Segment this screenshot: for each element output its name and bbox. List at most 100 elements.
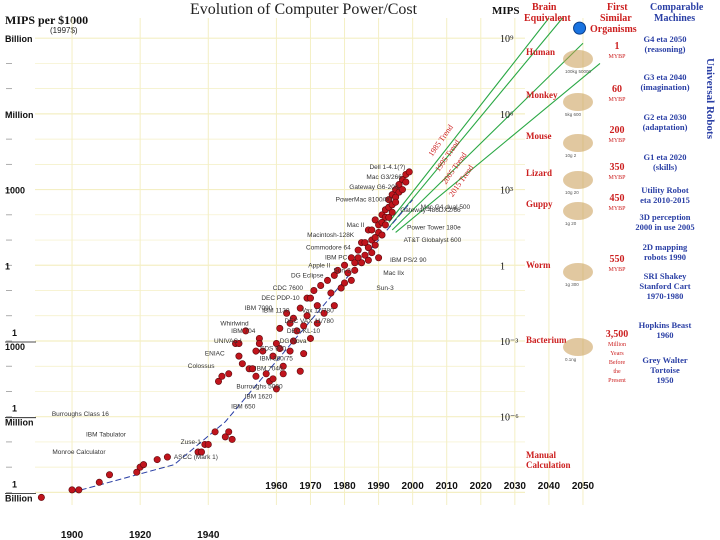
x-tick-label: 2020 bbox=[470, 481, 493, 492]
comparable-machine-line: (adaptation) bbox=[643, 122, 688, 132]
data-point bbox=[225, 370, 233, 378]
mips-scale-ticks: 10⁹ 10⁶ 10³ 1 10⁻³ 10⁻⁶ bbox=[500, 34, 519, 423]
y-tick-label: 1000 bbox=[5, 186, 25, 196]
y-tick-labels: Billion Million 1000 1 1 1000 1 Million 1 Billion bbox=[5, 34, 36, 503]
data-point bbox=[276, 345, 284, 353]
organism-mybp: MYBP bbox=[608, 54, 626, 60]
data-point bbox=[289, 314, 297, 322]
data-point bbox=[293, 327, 301, 335]
machine-label: DEC-KL-10 bbox=[287, 328, 321, 335]
mips-scale-tick: 10³ bbox=[500, 186, 513, 197]
comparable-machines-column: G4 eta 2050(reasoning) G3 eta 2040(imagin… bbox=[635, 34, 694, 385]
comparable-machine-line: Tortoise bbox=[650, 365, 680, 375]
trend-line bbox=[391, 42, 584, 231]
organism-mybp: MYBP bbox=[608, 97, 626, 103]
data-point bbox=[334, 266, 342, 274]
organism-mybp: MYBP bbox=[608, 206, 626, 212]
machine-label: Power Tower 180e bbox=[407, 224, 461, 231]
data-point bbox=[296, 304, 304, 312]
organism-name: Manual bbox=[526, 450, 557, 460]
data-point bbox=[368, 226, 376, 234]
comparable-machines-line2: Machines bbox=[654, 13, 695, 24]
data-point bbox=[255, 340, 263, 348]
machine-label: Mac II bbox=[347, 222, 365, 229]
organism-name: Bacterium bbox=[526, 335, 567, 345]
data-point bbox=[252, 372, 260, 380]
machine-label: IBM 360/75 bbox=[260, 356, 294, 363]
machine-label: DG Eclipse bbox=[291, 272, 324, 279]
machine-label: Sun-2 bbox=[333, 267, 351, 274]
machine-label: UNIVAC I bbox=[214, 338, 242, 345]
comparable-machine-line: Hopkins Beast bbox=[639, 320, 692, 330]
machine-label: SDS 920 bbox=[260, 346, 286, 353]
data-point bbox=[215, 377, 223, 385]
data-points bbox=[37, 168, 413, 501]
data-point bbox=[364, 256, 372, 264]
data-point bbox=[133, 468, 141, 476]
machine-label: IBM PC bbox=[325, 255, 348, 262]
first-similar-marker bbox=[573, 21, 587, 35]
data-point bbox=[269, 352, 277, 360]
comparable-machine-line: Utility Robot bbox=[641, 185, 689, 195]
data-point bbox=[341, 279, 349, 287]
comparable-machine-line: 1970-1980 bbox=[647, 291, 684, 301]
mips-scale-tick: 10⁻⁶ bbox=[500, 413, 519, 424]
organism-caption: 10g 20 bbox=[565, 190, 579, 195]
y-tick-label: 1000 bbox=[5, 342, 25, 352]
data-point bbox=[252, 347, 260, 355]
x-tick-label: 2040 bbox=[538, 481, 561, 492]
organism-mybp: 350 bbox=[610, 162, 625, 173]
comparable-machine-line: G3 eta 2040 bbox=[644, 72, 687, 82]
organism-icon bbox=[563, 263, 593, 281]
organism-mybp: the bbox=[613, 369, 621, 375]
machine-label: IBM 650 bbox=[231, 404, 256, 411]
trend-line bbox=[395, 62, 601, 233]
comparable-machine-line: eta 2010-2015 bbox=[640, 195, 690, 205]
x-tick-label: 2050 bbox=[572, 481, 595, 492]
data-point bbox=[371, 234, 379, 242]
data-point bbox=[300, 350, 308, 358]
data-point bbox=[313, 319, 321, 327]
brain-equivalent-line1: Brain bbox=[532, 2, 557, 13]
machine-label: Burroughs 5000 bbox=[236, 383, 283, 390]
organism-caption: 1g 20 bbox=[565, 221, 577, 226]
data-point bbox=[106, 471, 114, 479]
data-point bbox=[395, 181, 403, 189]
data-point bbox=[351, 259, 359, 267]
data-point bbox=[361, 251, 369, 259]
comparable-machine-line: 1960 bbox=[657, 330, 674, 340]
data-point bbox=[272, 385, 280, 393]
data-point bbox=[358, 259, 366, 267]
machine-label: IBM 7090 bbox=[245, 305, 273, 312]
mips-scale-tick: 10⁹ bbox=[500, 34, 514, 45]
x-tick-label: 1940 bbox=[197, 530, 220, 540]
comparable-machines-line1: Comparable bbox=[650, 2, 704, 13]
data-point bbox=[235, 352, 243, 360]
machine-label: AT&T Globalyst 600 bbox=[404, 237, 462, 244]
organism-name: Monkey bbox=[526, 90, 558, 100]
data-point bbox=[354, 246, 362, 254]
data-point bbox=[320, 309, 328, 317]
machine-label: Vax 11/780 bbox=[302, 308, 334, 315]
organism-mybp: Present bbox=[608, 378, 626, 384]
comparable-machine-line: Stanford Cart bbox=[639, 281, 690, 291]
machine-label: Monroe Calculator bbox=[52, 449, 106, 456]
organism-mybp: Before bbox=[609, 359, 626, 366]
first-similar-line1: First bbox=[607, 2, 628, 13]
data-point bbox=[323, 276, 331, 284]
x-tick-label: 1970 bbox=[299, 481, 322, 492]
mips-scale-tick: 1 bbox=[500, 261, 505, 272]
machine-label: Burroughs Class 16 bbox=[52, 411, 109, 418]
machine-label: Dell 1-4.1(?) bbox=[369, 164, 405, 171]
comparable-machine-line: (skills) bbox=[653, 162, 677, 172]
organism-name: Human bbox=[526, 47, 555, 57]
machine-label: Sun-3 bbox=[376, 285, 394, 292]
data-point bbox=[317, 281, 325, 289]
machine-label: DEC VAX 11/780 bbox=[284, 318, 334, 325]
data-point bbox=[242, 327, 250, 335]
machine-label: DG Nova bbox=[280, 338, 307, 345]
data-point bbox=[327, 289, 335, 297]
x-tick-label: 1990 bbox=[367, 481, 390, 492]
data-point bbox=[375, 254, 383, 262]
organism-name: Calculation bbox=[526, 460, 571, 470]
